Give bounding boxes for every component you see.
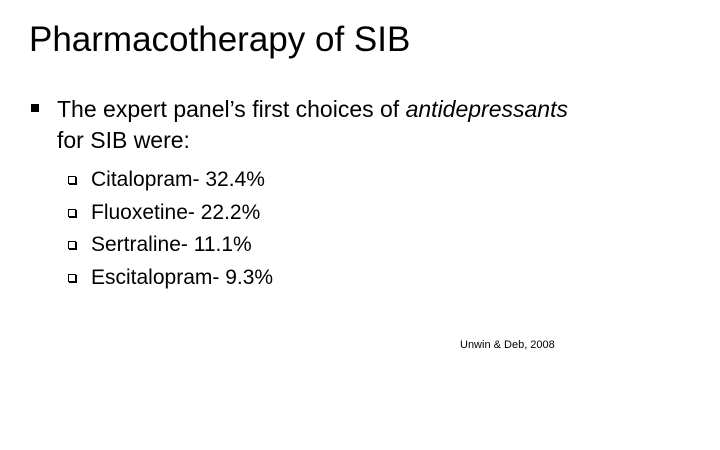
text: The expert panel’s first choices of	[57, 96, 400, 122]
citation: Unwin & Deb, 2008	[460, 339, 555, 351]
sub-bullet-item: Fluoxetine- 22.2%	[68, 197, 273, 230]
bullet-text: The expert panel’s first choices of anti…	[57, 94, 568, 156]
sub-bullet-item: Escitalopram- 9.3%	[68, 262, 273, 295]
emphasis-text: antidepressants	[405, 96, 568, 122]
sub-bullet-item: Citalopram- 32.4%	[68, 164, 273, 197]
sub-bullet-list: Citalopram- 32.4% Fluoxetine- 22.2% Sertra…	[68, 164, 273, 294]
text: for SIB were:	[57, 127, 190, 153]
slide-title: Pharmacotherapy of SIB	[29, 20, 411, 59]
bullet-marker	[31, 104, 39, 112]
sub-bullet-item: Sertraline- 11.1%	[68, 229, 273, 262]
